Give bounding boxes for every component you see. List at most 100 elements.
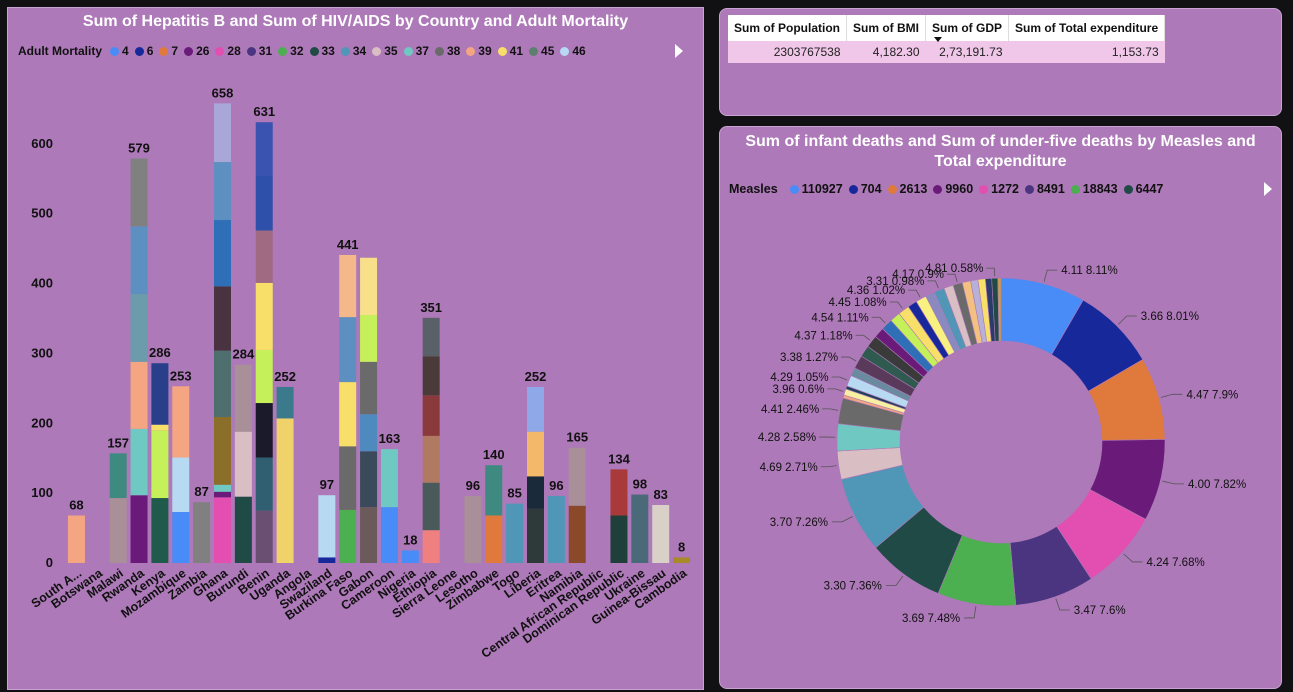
- bar-segment[interactable]: [151, 424, 169, 431]
- bar-segment[interactable]: [214, 103, 231, 163]
- bar-segment[interactable]: [527, 508, 544, 563]
- bar-segment[interactable]: [610, 515, 628, 564]
- bar-segment[interactable]: [527, 386, 544, 432]
- bar-segment[interactable]: [673, 557, 691, 563]
- bar-segment[interactable]: [360, 414, 378, 452]
- bar-segment[interactable]: [360, 451, 378, 508]
- bar-segment[interactable]: [109, 498, 127, 563]
- bar-segment[interactable]: [318, 495, 336, 558]
- bar-segment[interactable]: [193, 502, 211, 563]
- bar-segment[interactable]: [276, 418, 294, 563]
- bar-segment[interactable]: [234, 364, 252, 432]
- bar-segment[interactable]: [422, 435, 440, 483]
- bar-segment[interactable]: [67, 515, 85, 564]
- bar-segment[interactable]: [214, 417, 231, 485]
- bar-segment[interactable]: [255, 282, 273, 350]
- legend-next-arrow-icon[interactable]: [1264, 182, 1272, 196]
- column-header-bmi[interactable]: Sum of BMI: [846, 15, 926, 41]
- bar-segment[interactable]: [380, 507, 398, 563]
- bar-segment[interactable]: [422, 395, 440, 436]
- bar-legend-item[interactable]: 39: [466, 44, 492, 58]
- bar-legend-item[interactable]: 41: [497, 44, 523, 58]
- bar-segment[interactable]: [109, 453, 127, 499]
- bar-legend-item[interactable]: 45: [529, 44, 554, 58]
- bar-segment[interactable]: [234, 431, 252, 497]
- bar-legend-item[interactable]: 37: [403, 44, 429, 58]
- legend-next-arrow-icon[interactable]: [675, 44, 683, 58]
- bar-segment[interactable]: [360, 361, 378, 415]
- bar-segment[interactable]: [464, 495, 482, 563]
- bar-legend-item[interactable]: 31: [246, 44, 272, 58]
- bar-legend-item[interactable]: 7: [159, 44, 178, 58]
- bar-segment[interactable]: [130, 495, 148, 563]
- bar-segment[interactable]: [485, 515, 503, 564]
- bar-segment[interactable]: [527, 476, 544, 509]
- bar-legend-item[interactable]: 4: [110, 44, 129, 58]
- bar-legend-item[interactable]: 6: [134, 44, 153, 58]
- bar-legend-item[interactable]: 26: [184, 44, 209, 58]
- donut-slice[interactable]: [997, 277, 1002, 342]
- bar-segment[interactable]: [214, 286, 231, 351]
- bar-segment[interactable]: [485, 465, 503, 516]
- bar-segment[interactable]: [151, 363, 169, 425]
- bar-segment[interactable]: [172, 386, 190, 458]
- bar-legend-item[interactable]: 28: [215, 44, 241, 58]
- bar-segment[interactable]: [422, 356, 440, 396]
- bar-segment[interactable]: [130, 361, 148, 429]
- bar-segment[interactable]: [380, 449, 398, 508]
- bar-segment[interactable]: [172, 512, 190, 563]
- bar-segment[interactable]: [214, 350, 231, 418]
- bar-legend-item[interactable]: 46: [560, 44, 586, 58]
- bar-segment[interactable]: [339, 509, 357, 563]
- bar-segment[interactable]: [422, 482, 440, 531]
- pie-legend-item[interactable]: 110927: [789, 182, 843, 196]
- bar-segment[interactable]: [214, 497, 231, 563]
- bar-segment[interactable]: [255, 230, 273, 283]
- column-header-population[interactable]: Sum of Population: [728, 15, 847, 41]
- bar-segment[interactable]: [130, 428, 148, 496]
- pie-legend-item[interactable]: 704: [848, 182, 882, 196]
- bar-legend-item[interactable]: 34: [340, 44, 366, 58]
- bar-segment[interactable]: [568, 505, 586, 563]
- column-header-total-expenditure[interactable]: Sum of Total expenditure: [1008, 15, 1166, 41]
- bar-segment[interactable]: [360, 257, 378, 316]
- bar-segment[interactable]: [547, 495, 565, 563]
- bar-legend-item[interactable]: 38: [434, 44, 460, 58]
- pie-legend-item[interactable]: 6447: [1123, 182, 1163, 196]
- pie-legend-item[interactable]: 2613: [887, 182, 927, 196]
- bar-segment[interactable]: [631, 494, 649, 563]
- bar-segment[interactable]: [255, 176, 273, 231]
- bar-segment[interactable]: [130, 226, 148, 295]
- bar-segment[interactable]: [276, 386, 294, 419]
- bar-segment[interactable]: [214, 484, 231, 492]
- bar-segment[interactable]: [318, 557, 336, 563]
- bar-segment[interactable]: [652, 505, 670, 563]
- bar-segment[interactable]: [360, 507, 378, 563]
- bar-legend-item[interactable]: 33: [309, 44, 335, 58]
- bar-segment[interactable]: [151, 498, 169, 563]
- pie-legend-item[interactable]: 8491: [1024, 182, 1065, 196]
- bar-segment[interactable]: [255, 457, 273, 511]
- bar-segment[interactable]: [422, 530, 440, 563]
- bar-segment[interactable]: [255, 349, 273, 404]
- bar-segment[interactable]: [568, 447, 586, 506]
- bar-segment[interactable]: [339, 317, 357, 383]
- bar-segment[interactable]: [506, 503, 524, 563]
- bar-segment[interactable]: [151, 430, 169, 499]
- bar-segment[interactable]: [339, 446, 357, 510]
- bar-segment[interactable]: [214, 491, 231, 498]
- bar-legend-item[interactable]: 35: [372, 44, 398, 58]
- bar-legend-item[interactable]: 32: [278, 44, 304, 58]
- bar-segment[interactable]: [339, 254, 357, 318]
- bar-segment[interactable]: [527, 431, 544, 477]
- bar-segment[interactable]: [339, 382, 357, 447]
- bar-segment[interactable]: [401, 550, 419, 563]
- bar-segment[interactable]: [610, 469, 628, 516]
- pie-legend-item[interactable]: 18843: [1070, 182, 1118, 196]
- bar-segment[interactable]: [255, 122, 273, 177]
- bar-segment[interactable]: [130, 294, 148, 362]
- bar-segment[interactable]: [255, 510, 273, 563]
- bar-segment[interactable]: [214, 162, 231, 221]
- bar-segment[interactable]: [214, 220, 231, 287]
- bar-segment[interactable]: [130, 158, 148, 227]
